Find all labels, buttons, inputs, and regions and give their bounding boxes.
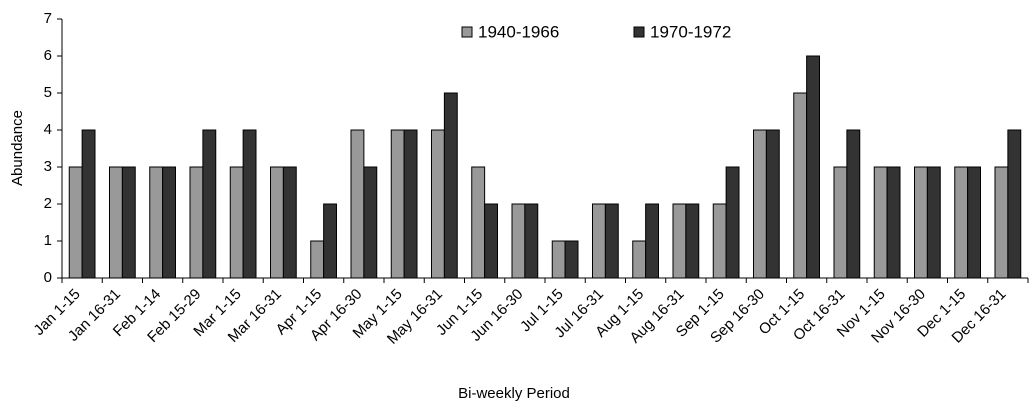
y-tick-label: 1 bbox=[44, 232, 52, 249]
bar bbox=[350, 129, 365, 279]
bar bbox=[551, 240, 566, 279]
bar bbox=[886, 166, 901, 279]
bar bbox=[511, 203, 526, 279]
bar bbox=[926, 166, 941, 279]
bar bbox=[1007, 129, 1022, 279]
bar bbox=[765, 129, 780, 279]
bar bbox=[430, 129, 445, 279]
bar bbox=[202, 129, 217, 279]
y-tick-label: 3 bbox=[44, 158, 52, 175]
bar bbox=[846, 129, 861, 279]
y-tick-label: 4 bbox=[44, 121, 52, 138]
bar bbox=[524, 203, 539, 279]
bar bbox=[591, 203, 606, 279]
y-tick-label: 6 bbox=[44, 47, 52, 64]
legend-label: 1970-1972 bbox=[650, 22, 731, 41]
y-tick-label: 5 bbox=[44, 84, 52, 101]
bar bbox=[149, 166, 164, 279]
y-axis-label: Abundance bbox=[9, 110, 26, 186]
x-axis-label: Bi-weekly Period bbox=[458, 385, 570, 402]
bar bbox=[645, 203, 660, 279]
bar bbox=[672, 203, 687, 279]
bar bbox=[189, 166, 204, 279]
bar bbox=[725, 166, 740, 279]
bar bbox=[712, 203, 727, 279]
bar bbox=[269, 166, 284, 279]
bar bbox=[954, 166, 969, 279]
bar bbox=[443, 92, 458, 279]
bar bbox=[363, 166, 378, 279]
bar bbox=[108, 166, 123, 279]
y-tick-label: 0 bbox=[44, 269, 52, 286]
bar bbox=[471, 166, 486, 279]
bar bbox=[81, 129, 96, 279]
y-tick-label: 7 bbox=[44, 10, 52, 27]
bar bbox=[967, 166, 982, 279]
bar bbox=[994, 166, 1009, 279]
bar bbox=[752, 129, 767, 279]
bar bbox=[564, 240, 579, 279]
bar bbox=[833, 166, 848, 279]
bar bbox=[793, 92, 808, 279]
bar bbox=[310, 240, 325, 279]
bar bbox=[242, 129, 257, 279]
legend-label: 1940-1966 bbox=[478, 22, 559, 41]
bar bbox=[121, 166, 136, 279]
bar bbox=[390, 129, 405, 279]
legend-swatch bbox=[461, 26, 473, 38]
bar bbox=[162, 166, 177, 279]
bar bbox=[403, 129, 418, 279]
bar bbox=[913, 166, 928, 279]
bar bbox=[282, 166, 297, 279]
bar bbox=[484, 203, 499, 279]
bar bbox=[806, 55, 821, 279]
bar bbox=[604, 203, 619, 279]
y-tick-label: 2 bbox=[44, 195, 52, 212]
bar bbox=[632, 240, 647, 279]
bar bbox=[685, 203, 700, 279]
bar bbox=[68, 166, 83, 279]
legend-swatch bbox=[633, 26, 645, 38]
bar bbox=[229, 166, 244, 279]
bar bbox=[873, 166, 888, 279]
bar bbox=[323, 203, 338, 279]
